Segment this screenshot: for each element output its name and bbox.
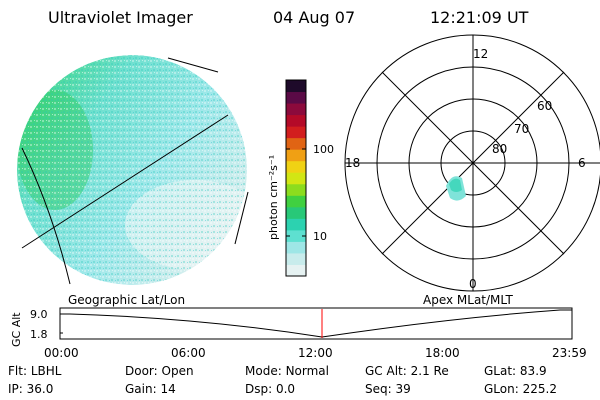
info-ip-value: 36.0 [26,382,54,396]
info-ip-key: IP: [8,382,23,396]
map-line-left-arc [21,147,71,285]
polar-label-top: 12 [473,47,488,61]
polar-label-right: 6 [578,156,586,170]
timeline-frame [59,307,573,340]
info-seq-value: 39 [395,382,411,396]
colorbar-label-10: 10 [313,230,327,243]
info-door: Door: Open [125,364,194,378]
timeline-right-label: Apex MLat/MLT [423,293,513,307]
colorbar-label-100: 100 [313,143,334,156]
info-gcalt-key: GC Alt: [365,364,407,378]
colorbar-block [286,160,306,173]
colorbar-block [286,172,306,185]
colorbar-block [286,103,306,116]
info-glat-key: GLat: [484,364,517,378]
colorbar-block [286,241,306,254]
polar-lat-70: 70 [514,122,529,136]
colorbar-block [286,114,306,127]
map-line-top-right [167,57,219,73]
colorbar-block [286,137,306,150]
info-gcalt: GC Alt: 2.1 Re [365,364,449,378]
colorbar-unit-label: photon cm⁻²s⁻¹ [267,155,280,240]
xtick-0000: 00:00 [44,346,79,360]
polar-lat-80: 80 [492,142,507,156]
info-gain-key: Gain: [125,382,157,396]
xtick-0600: 06:00 [171,346,206,360]
info-glat-value: 83.9 [519,364,547,378]
polar-lat-60: 60 [537,99,552,113]
colorbar-block [286,229,306,242]
colorbar-block [286,252,306,265]
colorbar-block [286,149,306,162]
info-seq-key: Seq: [365,382,392,396]
info-mode-key: Mode: [245,364,282,378]
time-label: 12:21:09 UT [430,8,529,27]
map-line-diagonal [21,114,229,249]
info-gain-value: 14 [160,382,176,396]
info-door-key: Door: [125,364,158,378]
polar-diag-2 [381,71,565,255]
ytick-label-1.8: 1.8 [30,328,48,341]
info-mode: Mode: Normal [245,364,329,378]
instrument-title: Ultraviolet Imager [48,8,193,27]
colorbar-block [286,195,306,208]
info-dsp-value: 0.0 [275,382,296,396]
date-label: 04 Aug 07 [273,8,356,27]
info-dsp-key: Dsp: [245,382,273,396]
xtick-2359: 23:59 [552,346,587,360]
disk-speckle [17,55,247,285]
info-seq: Seq: 39 [365,382,411,396]
info-glon: GLon: 225.2 [484,382,557,396]
info-glon-value: 225.2 [522,382,557,396]
colorbar-block [286,206,306,219]
info-glat: GLat: 83.9 [484,364,547,378]
polar-aurora-core [449,178,462,192]
info-dsp: Dsp: 0.0 [245,382,295,396]
xtick-1200: 12:00 [298,346,333,360]
colorbar-block [286,126,306,139]
colorbar-block [286,183,306,196]
colorbar-blocks [286,80,306,277]
info-flt-value: LBHL [30,364,62,378]
info-flt-key: Flt: [8,364,27,378]
colorbar-frame [285,79,307,277]
colorbar-block [286,218,306,231]
info-mode-value: Normal [285,364,329,378]
polar-label-left: 18 [345,156,360,170]
xtick-1800: 18:00 [425,346,460,360]
colorbar-block [286,91,306,104]
timeline-left-label: Geographic Lat/Lon [68,293,186,307]
colorbar-block [286,264,306,277]
colorbar-block [286,80,306,93]
info-ip: IP: 36.0 [8,382,53,396]
info-flt: Flt: LBHL [8,364,61,378]
info-glon-key: GLon: [484,382,519,396]
map-line-right [234,191,249,245]
info-gcalt-value: 2.1 Re [410,364,449,378]
altitude-curve [60,309,572,338]
polar-label-bottom: 0 [469,277,477,291]
ytick-label-9: 9.0 [30,308,48,321]
timeline-axis-title: GC Alt [10,312,23,347]
info-gain: Gain: 14 [125,382,176,396]
info-door-value: Open [161,364,194,378]
